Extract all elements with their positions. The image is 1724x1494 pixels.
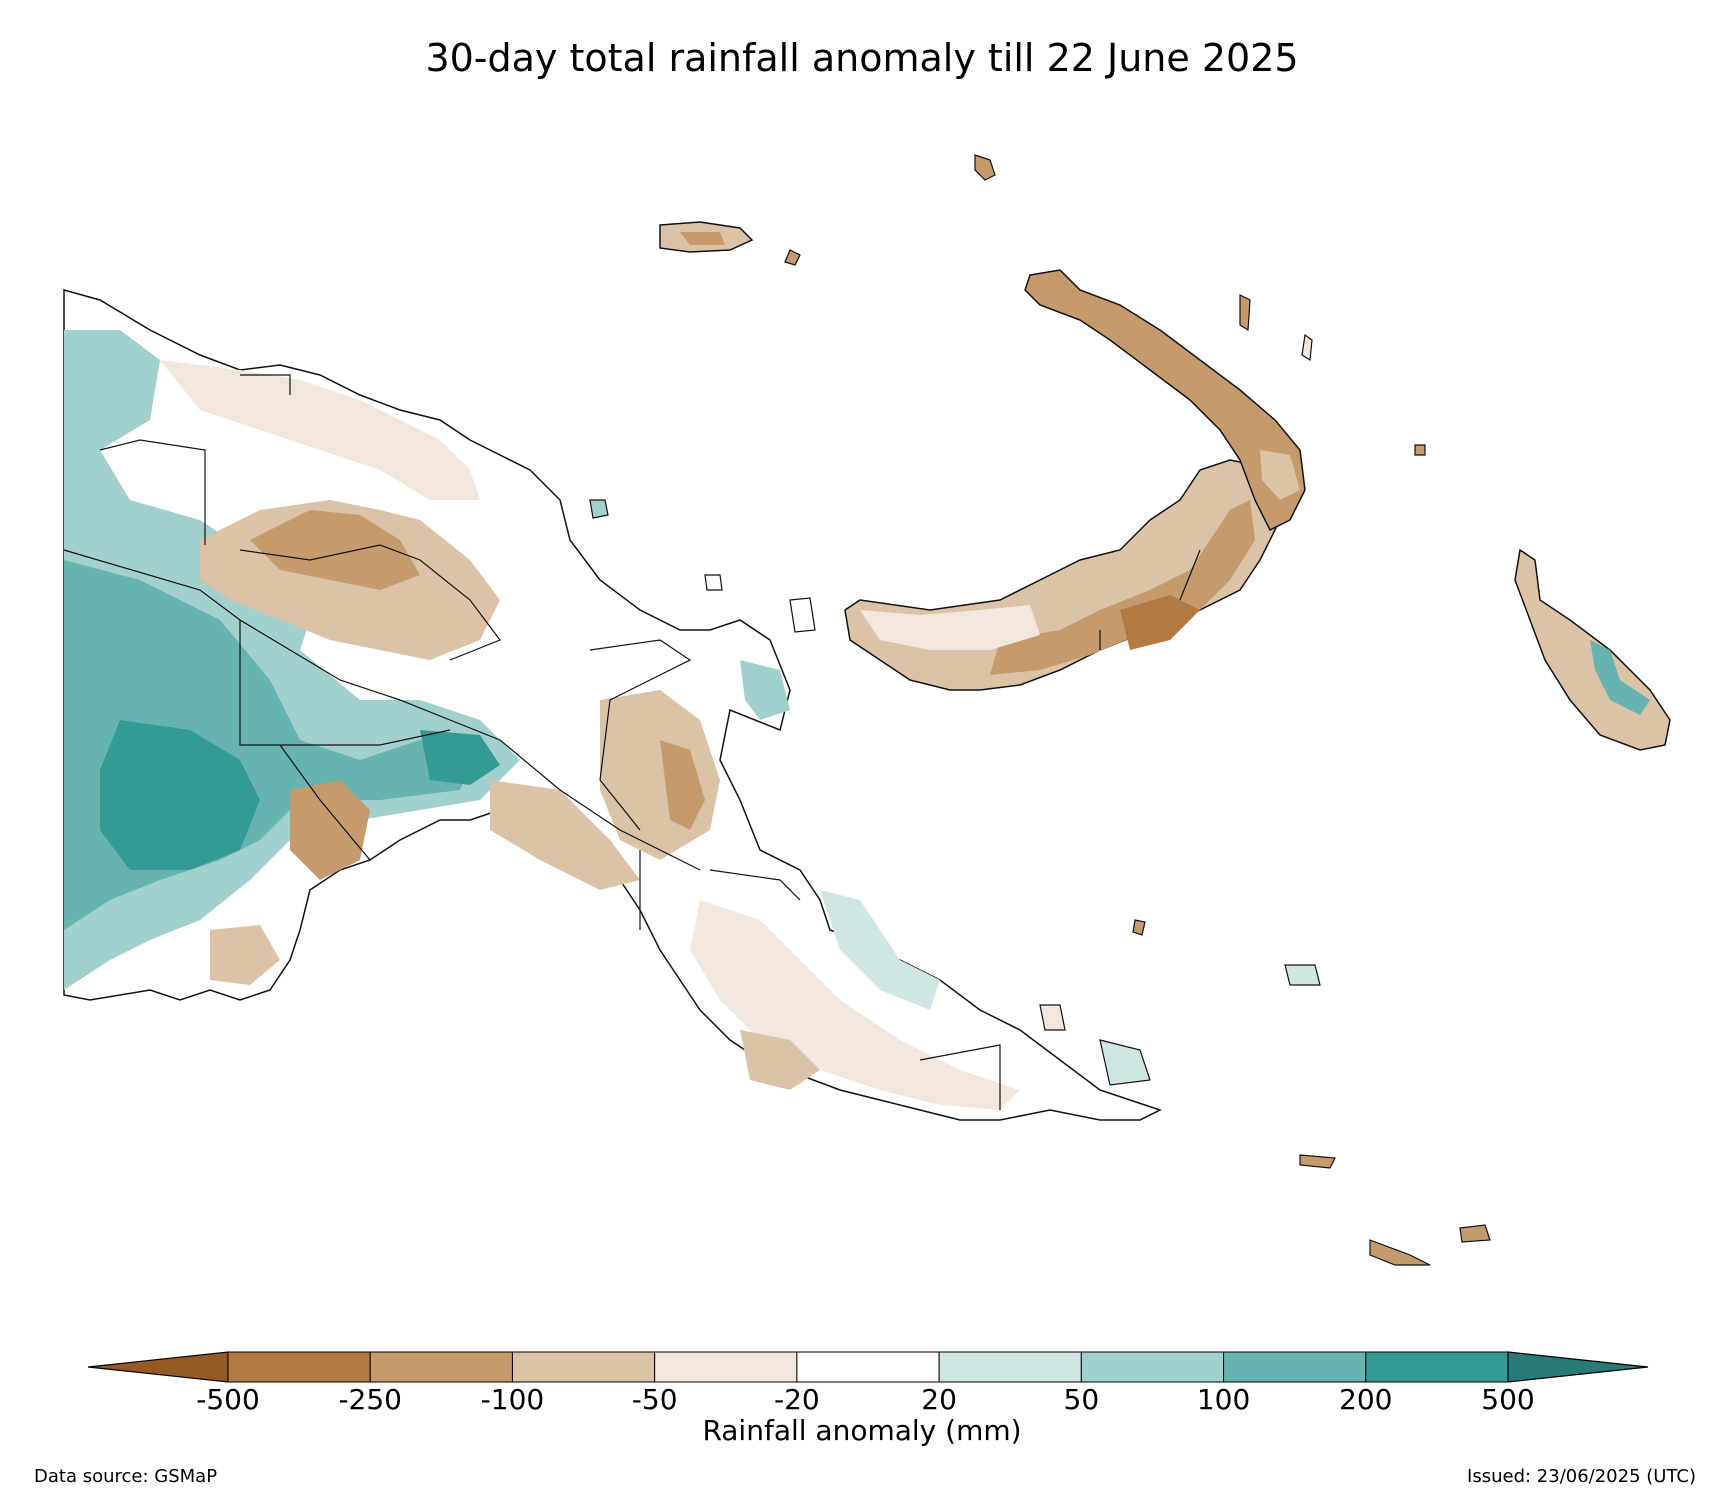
island bbox=[1239, 294, 1251, 332]
colorbar-class bbox=[511, 1351, 656, 1383]
new-britain-max bbox=[1120, 595, 1200, 650]
colorbar-class bbox=[227, 1351, 371, 1383]
anomaly-brown-trans-fly bbox=[210, 925, 280, 985]
colorbar-label: Rainfall anomaly (mm) bbox=[702, 1414, 1022, 1447]
boundary-line bbox=[639, 850, 801, 930]
boundary-line bbox=[99, 439, 206, 545]
island bbox=[784, 249, 801, 266]
island bbox=[704, 574, 723, 591]
bougainville-teal bbox=[1590, 640, 1650, 715]
anomaly-brown-tail bbox=[740, 1030, 820, 1090]
anomaly-brown-highlands-core bbox=[250, 510, 420, 590]
anomaly-teal-tail bbox=[820, 890, 940, 1010]
island bbox=[1039, 1004, 1066, 1031]
colorbar-class bbox=[1080, 1351, 1225, 1383]
anomaly-teal-madang bbox=[740, 660, 790, 720]
anomaly-brown-south-west bbox=[290, 780, 370, 880]
colorbar-class bbox=[1223, 1351, 1367, 1383]
island bbox=[1099, 1039, 1151, 1086]
island bbox=[1369, 1239, 1431, 1266]
data-source-text: Data source: GSMaP bbox=[34, 1466, 218, 1487]
province-boundaries bbox=[63, 374, 1001, 1110]
boundary-line bbox=[279, 744, 371, 861]
colorbar-extend-low bbox=[87, 1351, 229, 1383]
boundary-line bbox=[589, 639, 692, 831]
colorbar-class bbox=[1365, 1351, 1509, 1383]
boundary-line bbox=[239, 620, 451, 746]
island bbox=[589, 499, 609, 519]
colorbar-class bbox=[796, 1351, 940, 1383]
anomaly-brown-gulf bbox=[490, 780, 640, 890]
boundary-line bbox=[919, 1044, 1001, 1110]
new-britain-core bbox=[990, 500, 1255, 675]
boundary-line bbox=[63, 549, 701, 871]
anomaly-brown-morobe-core bbox=[660, 740, 705, 830]
new-ireland-base bbox=[1024, 269, 1306, 532]
anomaly-teal-fly bbox=[420, 730, 500, 785]
colorbar-tick-label: 50 bbox=[1063, 1383, 1100, 1416]
boundary-line bbox=[239, 544, 501, 661]
colorbar-class bbox=[369, 1351, 513, 1383]
colorbar-tick-label: -100 bbox=[480, 1383, 545, 1416]
new-ireland bbox=[1024, 269, 1306, 532]
boundary-line bbox=[1099, 549, 1201, 650]
new-britain bbox=[844, 459, 1286, 691]
boundary-line bbox=[240, 374, 291, 395]
colorbar-tick-label: -20 bbox=[774, 1383, 820, 1416]
island bbox=[1132, 919, 1146, 936]
manus-island bbox=[659, 221, 754, 253]
map-title: 30-day total rainfall anomaly till 22 Ju… bbox=[425, 36, 1299, 80]
manus-core bbox=[680, 232, 725, 245]
island bbox=[1459, 1224, 1491, 1243]
anomaly-light-north bbox=[160, 360, 480, 500]
colorbar-extend-high bbox=[1507, 1351, 1649, 1383]
colorbar-tick-label: 20 bbox=[921, 1383, 957, 1416]
colorbar-tick-label: 200 bbox=[1339, 1383, 1393, 1416]
colorbar-tick-label: -50 bbox=[631, 1383, 678, 1416]
island bbox=[789, 597, 816, 633]
colorbar-class bbox=[938, 1351, 1082, 1383]
island bbox=[1414, 444, 1426, 456]
colorbar-tick-label: -500 bbox=[196, 1383, 260, 1416]
small-islands bbox=[589, 154, 1491, 1266]
colorbar-tick-label: 100 bbox=[1196, 1383, 1251, 1416]
issued-date-text: Issued: 23/06/2025 (UTC) bbox=[1467, 1466, 1696, 1487]
island bbox=[1299, 1154, 1336, 1169]
colorbar-class bbox=[654, 1351, 798, 1383]
bougainville bbox=[1514, 548, 1671, 751]
new-ireland-light bbox=[1260, 450, 1300, 500]
new-britain-light-west bbox=[860, 605, 1040, 650]
colorbar-tick-label: 500 bbox=[1481, 1383, 1535, 1416]
island bbox=[1284, 964, 1321, 986]
island bbox=[974, 154, 996, 181]
island bbox=[1301, 333, 1313, 362]
colorbar-tick-label: -250 bbox=[338, 1383, 402, 1416]
anomaly-teal-west-max bbox=[100, 720, 260, 870]
anomaly-light-tail bbox=[690, 900, 1020, 1110]
